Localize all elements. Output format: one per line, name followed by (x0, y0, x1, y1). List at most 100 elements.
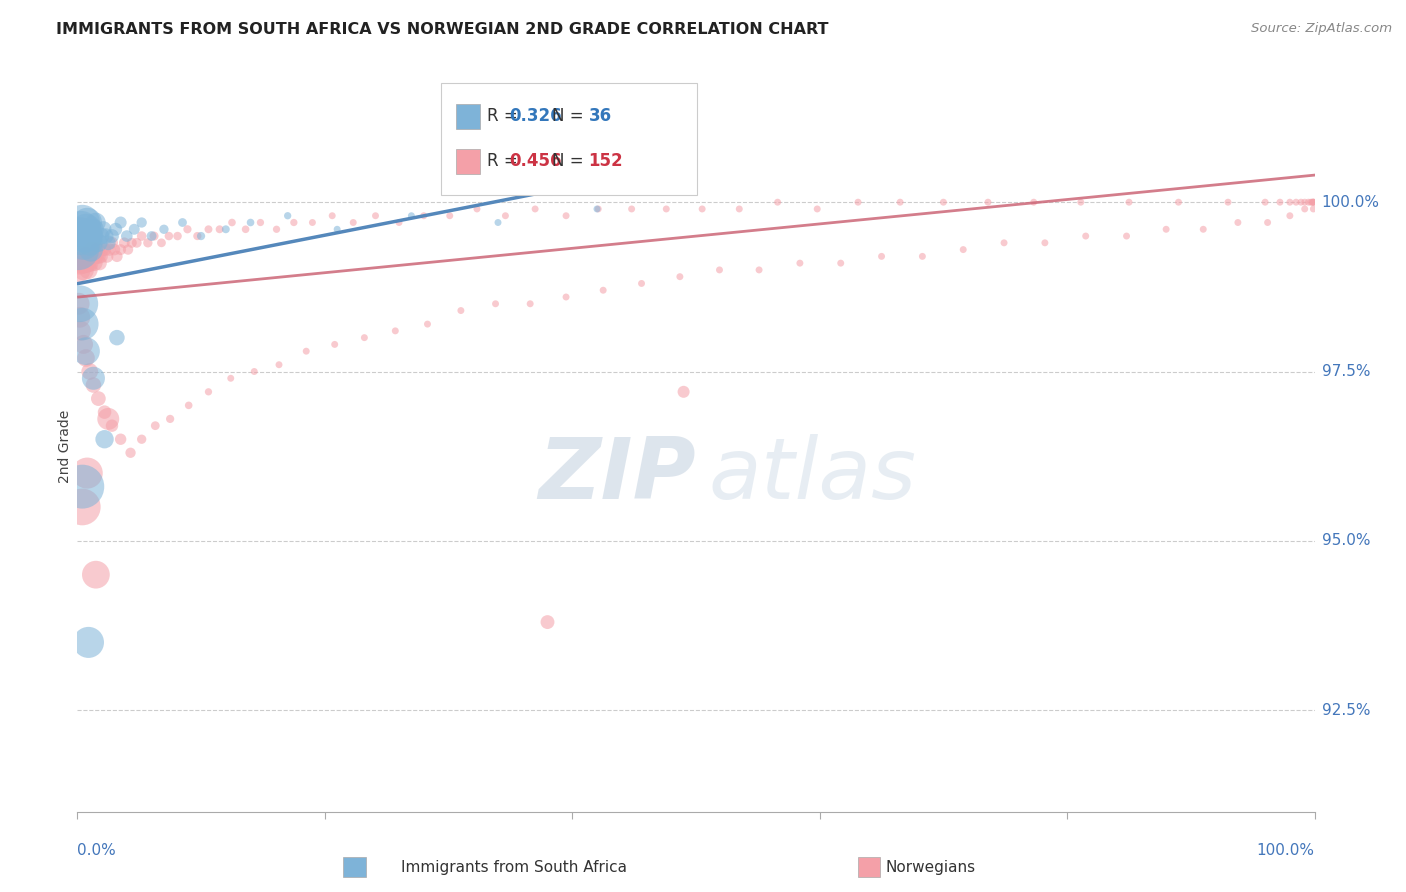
Point (79, 364, 101, 378)
Point (69, 256, 91, 270)
Point (630, 277, 652, 291)
Point (243, 364, 266, 378)
Point (79, 235, 101, 250)
Point (131, 229, 153, 244)
Point (157, 229, 180, 244)
Text: IMMIGRANTS FROM SOUTH AFRICA VS NORWEGIAN 2ND GRADE CORRELATION CHART: IMMIGRANTS FROM SOUTH AFRICA VS NORWEGIA… (56, 22, 828, 37)
Point (73, 256, 96, 270)
Point (67, 243, 90, 257)
Point (655, 202, 678, 216)
Point (993, 235, 1015, 250)
Point (1299, 195, 1322, 210)
Point (87, 392, 110, 406)
Point (301, 215, 323, 229)
Point (536, 615, 558, 629)
Text: R =: R = (486, 107, 523, 125)
Point (72, 263, 94, 277)
Point (121, 235, 143, 250)
Text: 95.0%: 95.0% (1322, 533, 1369, 549)
Point (104, 222, 127, 236)
Point (830, 256, 852, 270)
Point (67, 297, 90, 311)
Point (77, 263, 100, 277)
Point (122, 222, 145, 236)
Point (91, 222, 114, 236)
Point (176, 222, 198, 236)
Point (141, 229, 163, 244)
Point (1216, 195, 1239, 210)
Point (82, 378, 104, 392)
Point (952, 243, 974, 257)
Point (80, 243, 103, 257)
Point (72, 235, 94, 250)
Point (97, 235, 120, 250)
Point (846, 195, 869, 210)
Point (384, 324, 406, 338)
Point (439, 209, 461, 223)
Point (295, 344, 318, 359)
Point (1257, 215, 1279, 229)
Point (77, 229, 100, 244)
Point (143, 229, 166, 244)
Point (748, 263, 770, 277)
Point (1302, 195, 1324, 210)
Point (84, 215, 107, 229)
Point (1070, 195, 1092, 210)
Point (932, 195, 955, 210)
Point (1294, 195, 1316, 210)
Point (197, 384, 219, 399)
Point (911, 249, 934, 263)
Point (101, 418, 124, 433)
Point (321, 209, 343, 223)
Text: 0.0%: 0.0% (77, 843, 117, 858)
Point (249, 215, 271, 229)
Point (105, 331, 128, 345)
Text: Immigrants from South Africa: Immigrants from South Africa (401, 860, 627, 874)
Point (1278, 209, 1301, 223)
Point (86, 243, 108, 257)
Point (98, 243, 121, 257)
Text: N =: N = (553, 107, 589, 125)
Point (82, 229, 104, 244)
Point (197, 222, 219, 236)
Point (117, 243, 139, 257)
Text: 100.0%: 100.0% (1322, 194, 1379, 210)
Point (177, 398, 200, 412)
Text: ZIP: ZIP (538, 434, 696, 516)
Point (91, 243, 114, 257)
Point (870, 249, 893, 263)
Point (709, 263, 731, 277)
Point (1167, 195, 1189, 210)
Point (72, 215, 94, 229)
Text: 0.456: 0.456 (509, 153, 561, 170)
Point (1226, 215, 1249, 229)
Point (1302, 202, 1324, 216)
Point (82, 249, 104, 263)
Text: Norwegians: Norwegians (886, 860, 976, 874)
Point (208, 222, 231, 236)
Point (186, 229, 208, 244)
Point (110, 243, 132, 257)
Point (1289, 195, 1312, 210)
Point (353, 331, 375, 345)
Point (72, 337, 94, 351)
Point (110, 215, 132, 229)
Point (1022, 195, 1045, 210)
Point (806, 202, 828, 216)
Point (486, 215, 509, 229)
Point (131, 215, 153, 229)
Point (136, 235, 159, 250)
Point (1298, 195, 1320, 210)
Point (93, 243, 115, 257)
Point (586, 202, 609, 216)
Point (789, 256, 811, 270)
Text: 0.326: 0.326 (509, 107, 561, 125)
Point (219, 371, 242, 385)
Point (93, 432, 115, 446)
Point (70, 324, 93, 338)
Point (1118, 195, 1140, 210)
Text: R =: R = (486, 153, 523, 170)
Text: Source: ZipAtlas.com: Source: ZipAtlas.com (1251, 22, 1392, 36)
Point (166, 229, 188, 244)
Point (76, 256, 98, 270)
